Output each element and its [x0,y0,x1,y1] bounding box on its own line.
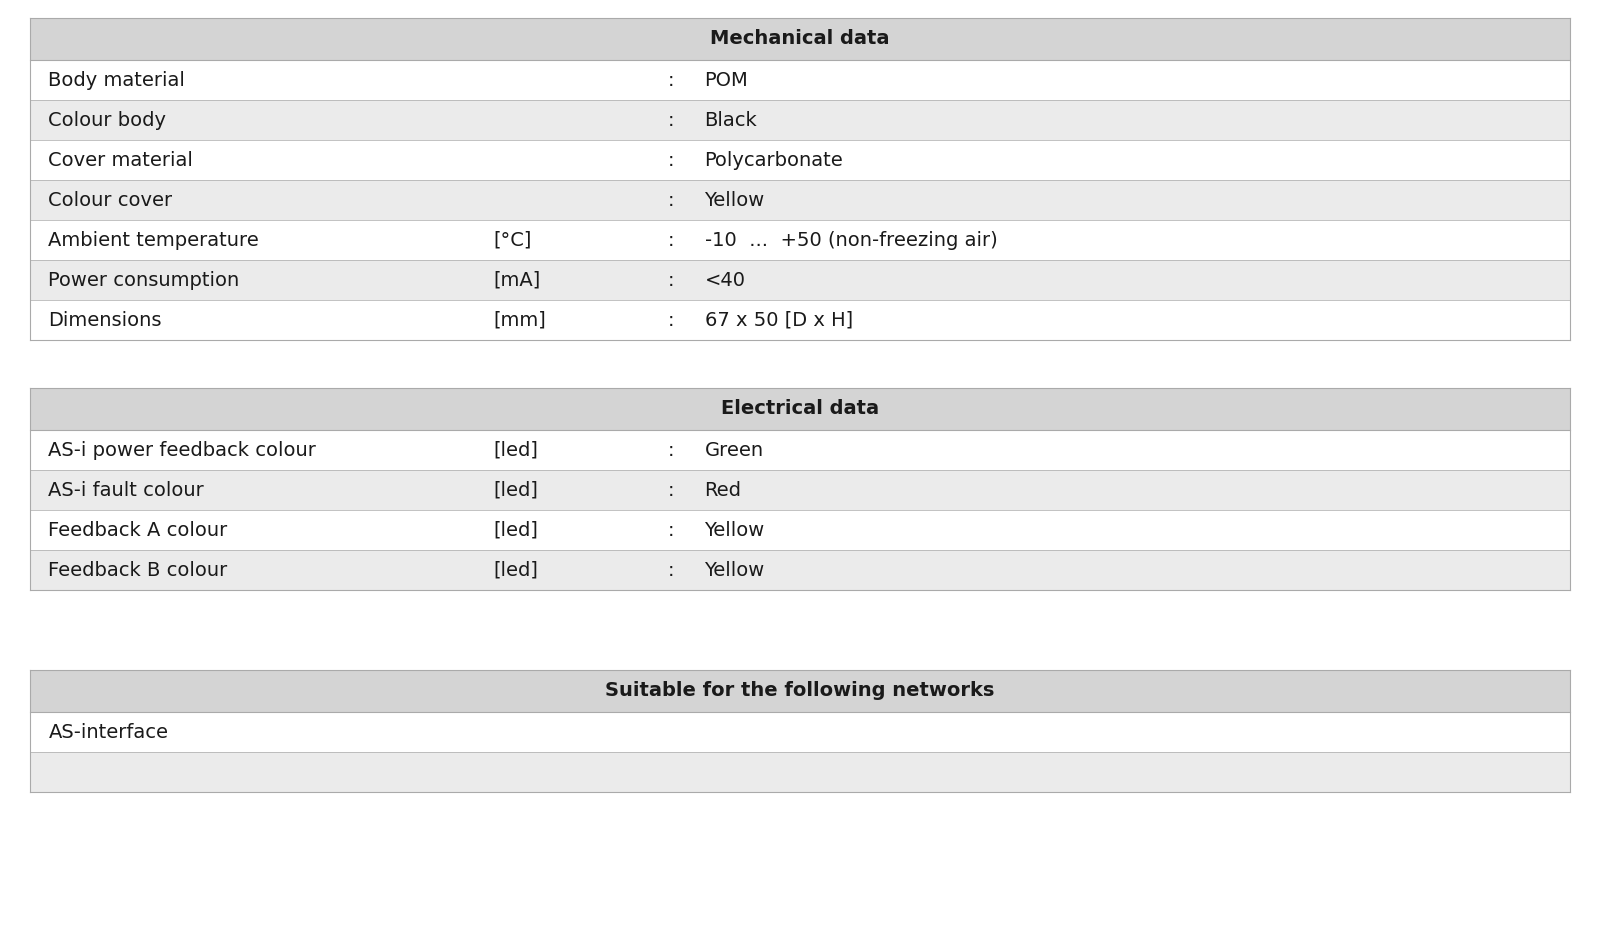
Text: :: : [667,310,674,329]
Text: <40: <40 [704,271,746,290]
Text: AS-i fault colour: AS-i fault colour [48,481,205,500]
Bar [30,752,1570,792]
Bar [30,140,1570,180]
Bar [30,180,1570,220]
Text: :: : [667,110,674,129]
Bar [30,510,1570,550]
Bar [30,60,1570,100]
Text: Colour cover: Colour cover [48,190,173,209]
Text: :: : [667,271,674,290]
Bar [30,388,1570,430]
Text: Polycarbonate: Polycarbonate [704,151,843,170]
Bar [30,100,1570,140]
Text: Electrical data: Electrical data [722,400,878,419]
Text: Body material: Body material [48,71,186,90]
Text: :: : [667,481,674,500]
Text: :: : [667,440,674,459]
Text: Suitable for the following networks: Suitable for the following networks [605,682,995,701]
Bar [30,670,1570,712]
Bar [30,430,1570,470]
Text: Mechanical data: Mechanical data [710,29,890,48]
Text: :: : [667,71,674,90]
Bar [30,260,1570,300]
Text: Yellow: Yellow [704,190,765,209]
Text: Yellow: Yellow [704,521,765,539]
Text: [led]: [led] [493,481,539,500]
Text: Cover material: Cover material [48,151,194,170]
Text: [led]: [led] [493,521,539,539]
Bar [30,300,1570,340]
Text: [mA]: [mA] [493,271,541,290]
Bar [30,712,1570,752]
Text: :: : [667,151,674,170]
Text: 67 x 50 [D x H]: 67 x 50 [D x H] [704,310,853,329]
Text: Red: Red [704,481,741,500]
Text: Feedback A colour: Feedback A colour [48,521,227,539]
Bar [30,470,1570,510]
Text: Black: Black [704,110,757,129]
Text: [°C]: [°C] [493,230,531,250]
Text: :: : [667,230,674,250]
Bar [30,550,1570,590]
Text: Dimensions: Dimensions [48,310,162,329]
Text: Ambient temperature: Ambient temperature [48,230,259,250]
Text: POM: POM [704,71,749,90]
Text: :: : [667,190,674,209]
Text: -10  ...  +50 (non-freezing air): -10 ... +50 (non-freezing air) [704,230,997,250]
Bar [30,220,1570,260]
Text: :: : [667,560,674,580]
Text: Power consumption: Power consumption [48,271,240,290]
Text: AS-interface: AS-interface [48,722,168,741]
Text: Feedback B colour: Feedback B colour [48,560,227,580]
Text: [mm]: [mm] [493,310,546,329]
Bar [30,18,1570,60]
Text: Colour body: Colour body [48,110,166,129]
Text: [led]: [led] [493,440,539,459]
Text: AS-i power feedback colour: AS-i power feedback colour [48,440,317,459]
Text: Yellow: Yellow [704,560,765,580]
Text: :: : [667,521,674,539]
Text: Green: Green [704,440,763,459]
Text: [led]: [led] [493,560,539,580]
